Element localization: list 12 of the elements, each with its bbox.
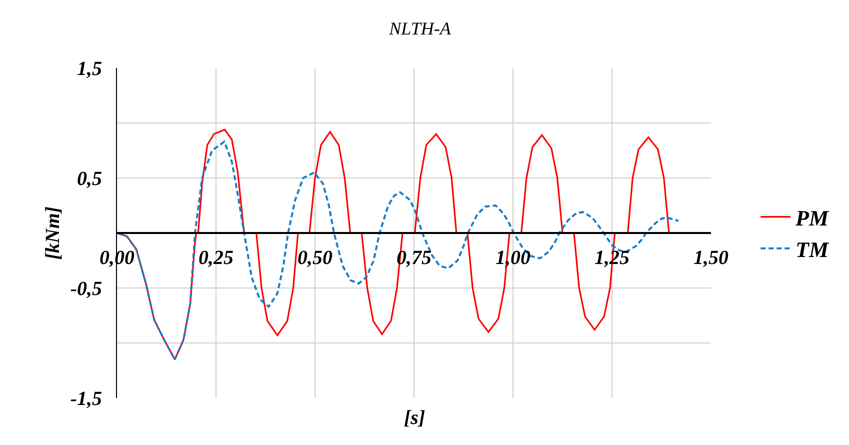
x-axis-title: [s] [404,407,426,429]
x-tick-label: 0,50 [298,247,332,269]
legend-label: PM [794,205,830,230]
y-axis-title: [kNm] [42,206,64,260]
x-tick-label: 1,50 [694,247,728,269]
y-tick-label: -1,5 [70,388,102,410]
legend-label: TM [796,236,830,262]
x-tick-label: 0,25 [198,247,234,269]
chart-title: NLTH-A [388,18,452,39]
y-tick-label: 0,5 [77,168,102,190]
y-tick-label: -0,5 [70,278,102,300]
y-tick-label: 1,5 [77,58,102,80]
